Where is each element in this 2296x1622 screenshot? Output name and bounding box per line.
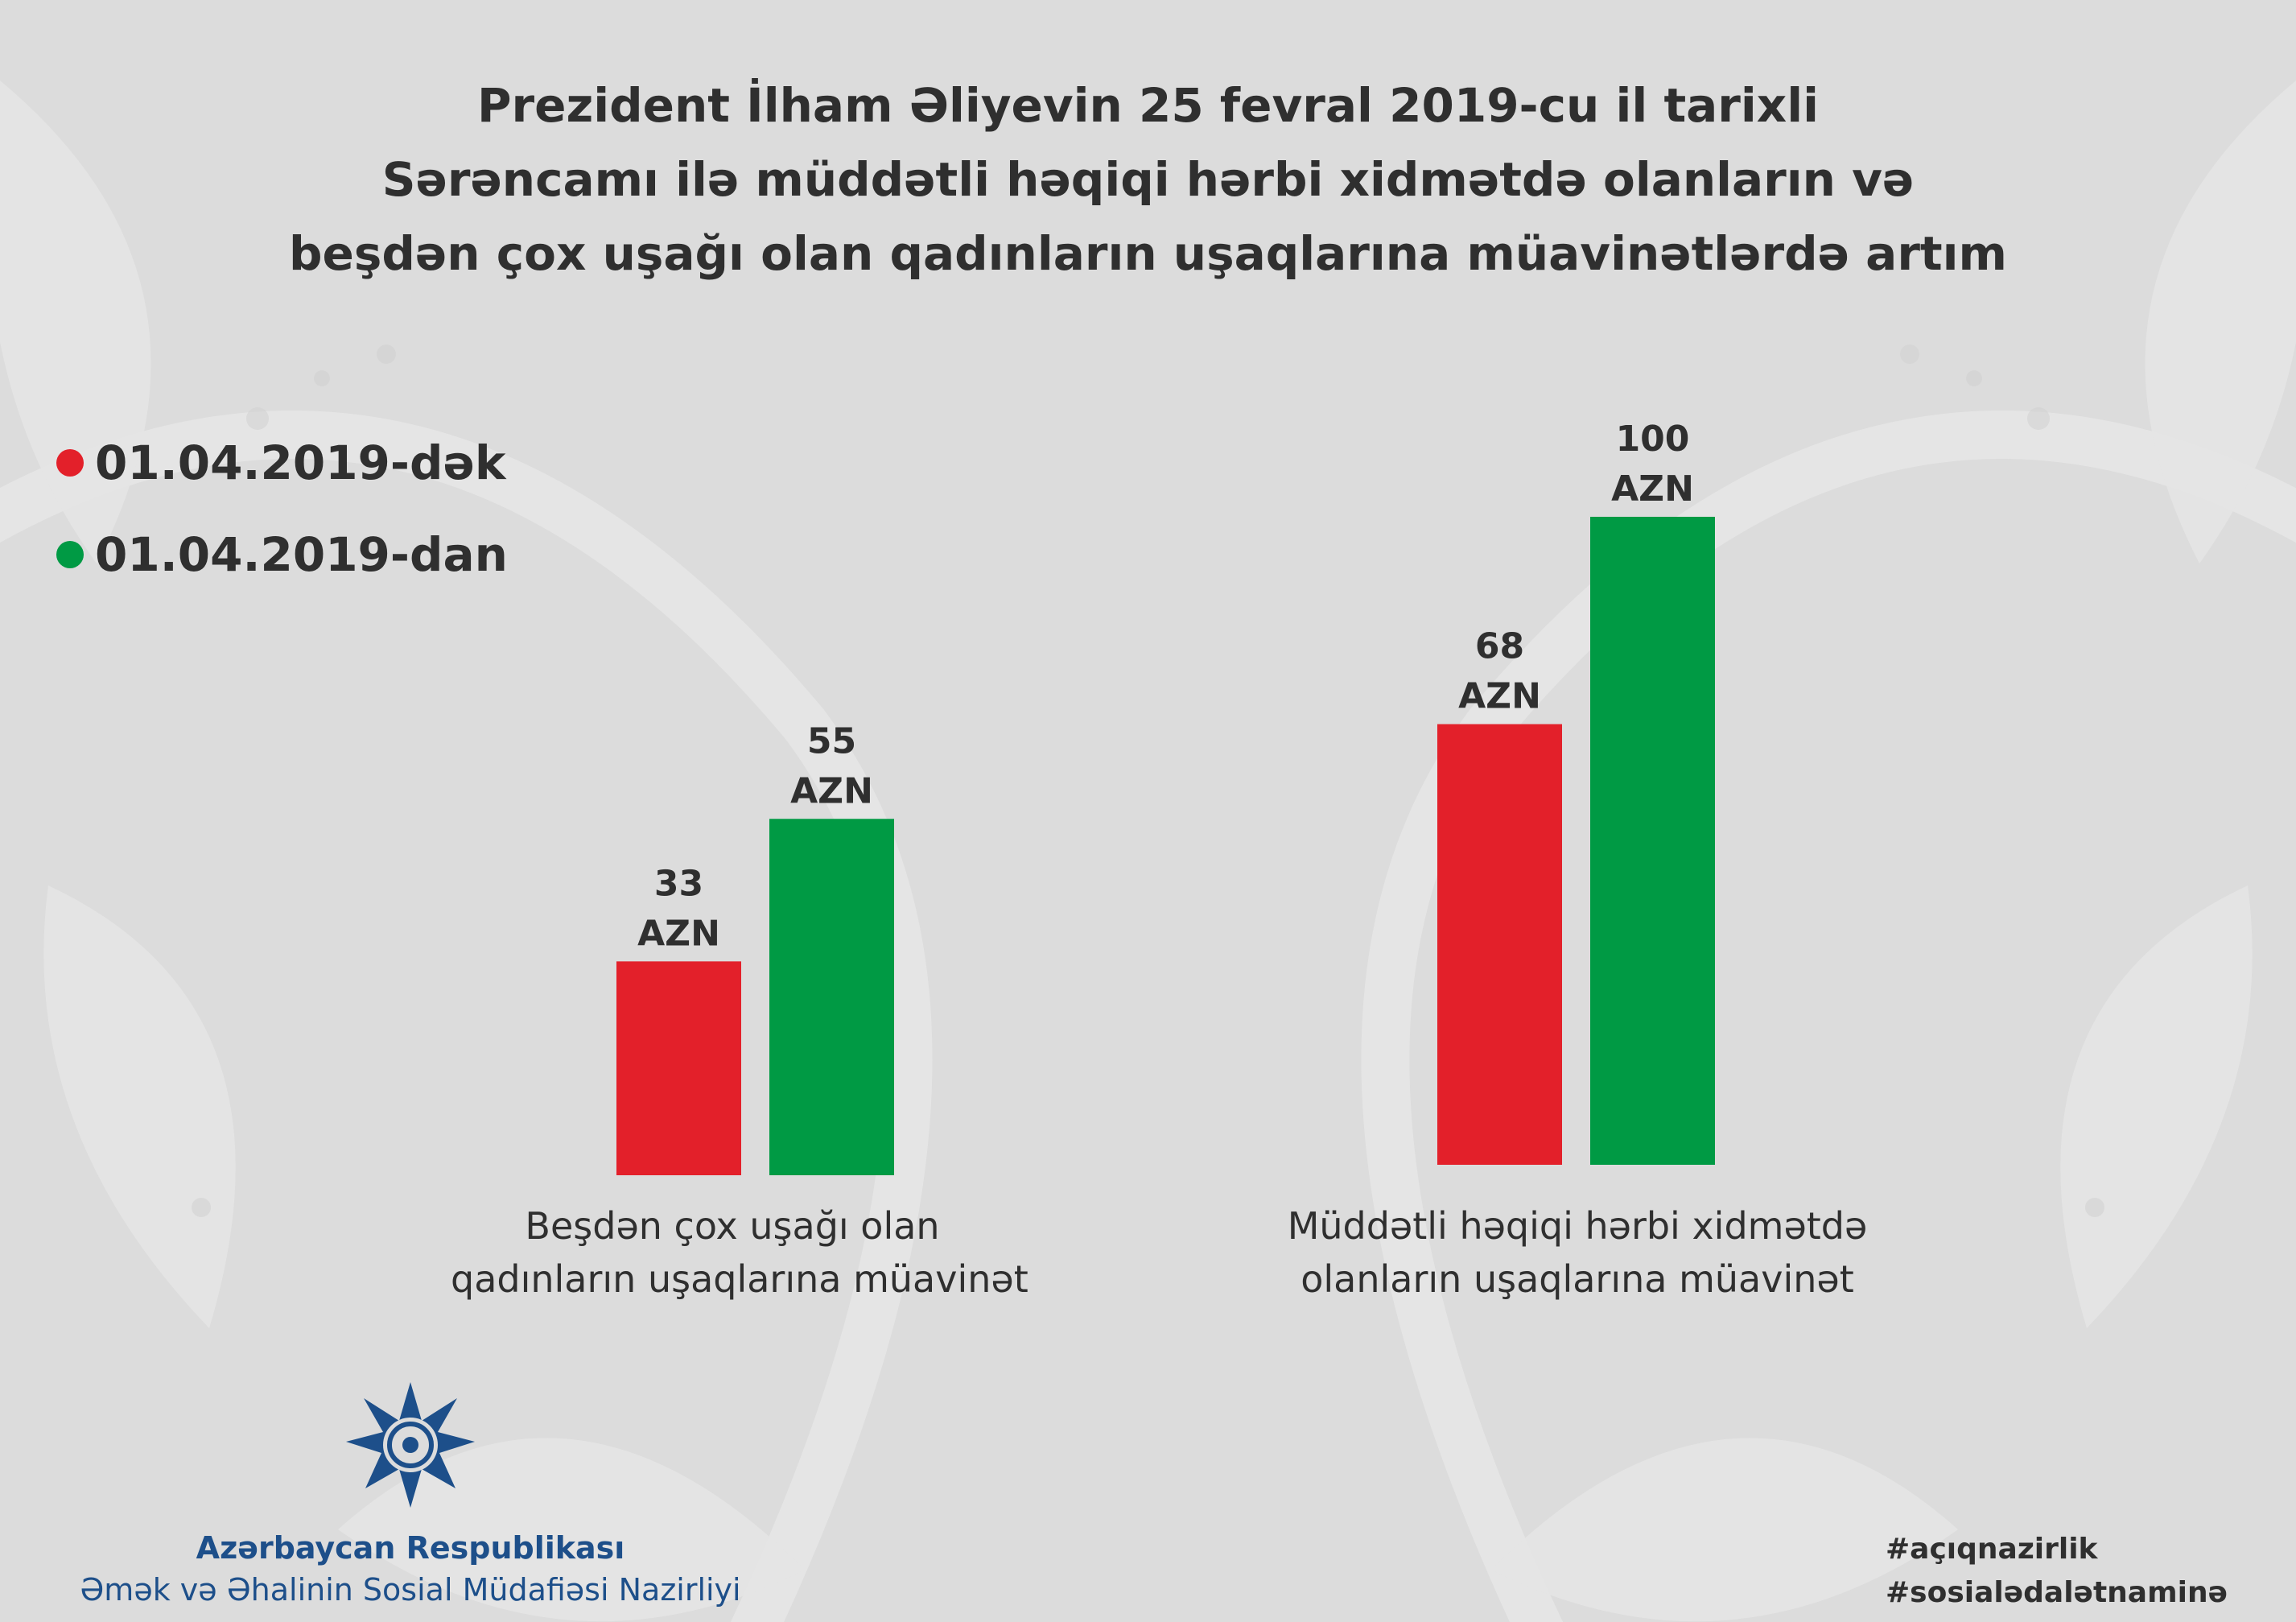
bar-unit-label-before-group-2: AZN: [1458, 676, 1541, 717]
chart-title: Prezident İlham Əliyevin 25 fevral 2019-…: [0, 68, 2296, 291]
bar-before-group-2: [1437, 724, 1562, 1165]
hashtags: #açıqnazirlik #sosialədalətnaminə: [1886, 1528, 2228, 1615]
bar-after-group-1: [769, 819, 894, 1175]
hashtag-1: #açıqnazirlik: [1886, 1533, 2098, 1566]
legend-dot-red-icon: [56, 449, 84, 477]
bar-unit-label-after-group-1: AZN: [790, 770, 873, 811]
bar-value-label-after-group-2: 100: [1616, 419, 1690, 460]
hashtag-2: #sosialədalətnaminə: [1886, 1576, 2228, 1609]
legend-label-before: 01.04.2019-dək: [95, 435, 506, 490]
legend-label-after: 01.04.2019-dan: [95, 527, 508, 582]
bar-value-label-after-group-1: 55: [807, 720, 856, 761]
legend-dot-green-icon: [56, 541, 84, 568]
category-label-1-line-2: qadınların uşaqlarına müavinət: [451, 1257, 1028, 1301]
legend-item-after: 01.04.2019-dan: [56, 526, 508, 583]
category-label-2: Müddətli həqiqi hərbi xidmətdə olanların…: [1223, 1199, 1931, 1306]
title-line-2: Sərəncamı ilə müddətli həqiqi hərbi xidm…: [381, 152, 1915, 207]
ministry-name-line-1: Azərbaycan Respublikası: [196, 1530, 625, 1566]
category-label-2-line-1: Müddətli həqiqi hərbi xidmətdə: [1287, 1204, 1868, 1248]
legend-item-before: 01.04.2019-dək: [56, 435, 508, 491]
title-line-3: beşdən çox uşağı olan qadınların uşaqlar…: [289, 226, 2007, 281]
bar-value-label-before-group-1: 33: [654, 863, 703, 904]
title-line-1: Prezident İlham Əliyevin 25 fevral 2019-…: [477, 78, 1819, 133]
category-label-1-line-1: Beşdən çox uşağı olan: [525, 1204, 940, 1248]
bar-unit-label-before-group-1: AZN: [637, 913, 720, 954]
category-label-1: Beşdən çox uşağı olan qadınların uşaqlar…: [451, 1199, 1028, 1306]
bar-unit-label-after-group-2: AZN: [1611, 468, 1694, 510]
bar-value-label-before-group-2: 68: [1475, 626, 1524, 667]
ministry-name-line-2: Əmək və Əhalinin Sosial Müdafiəsi Nazirl…: [80, 1572, 741, 1608]
bar-after-group-2: [1590, 517, 1715, 1165]
category-label-2-line-2: olanların uşaqlarına müavinət: [1301, 1257, 1854, 1301]
bar-before-group-1: [616, 961, 741, 1175]
ministry-star-logo-icon: [346, 1382, 475, 1508]
legend: 01.04.2019-dək 01.04.2019-dan: [56, 435, 508, 618]
ministry-block: Azərbaycan Respublikası Əmək və Əhalinin…: [48, 1381, 773, 1611]
